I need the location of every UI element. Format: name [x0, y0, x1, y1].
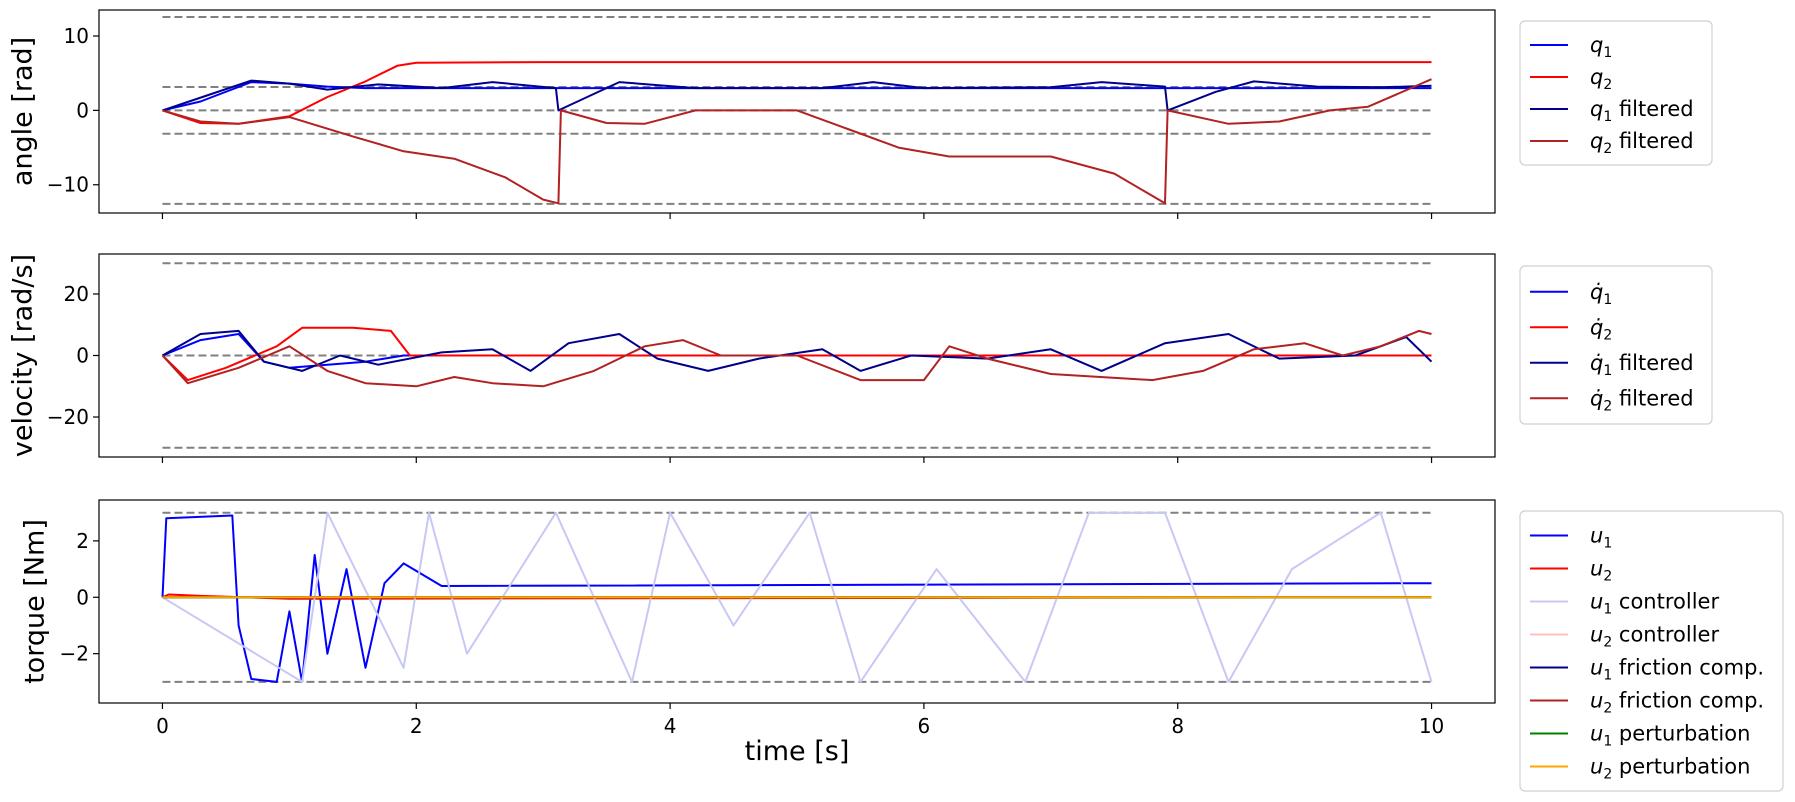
legend-entry: q̇1 filtered [1590, 351, 1694, 379]
legend-entry: u2 controller [1590, 623, 1719, 651]
legend-entry: q2 [1590, 65, 1612, 93]
y-axis-label: angle [rad] [8, 37, 39, 186]
legend-entry: q1 [1590, 33, 1612, 61]
series-line-u1-controller [161, 511, 1433, 683]
legend-entry: q̇1 [1590, 280, 1612, 308]
legend-entry: q̇2 [1590, 315, 1612, 343]
plot-frame [98, 499, 1496, 704]
y-tick-label: 20 [64, 282, 89, 306]
x-tick-label: 6 [918, 714, 931, 738]
x-tick-label: 4 [664, 714, 677, 738]
series-line-q1-filtered [162, 79, 1432, 112]
y-axis-label: velocity [rad/s] [8, 254, 39, 457]
x-tick-label: 0 [156, 714, 169, 738]
series-line-q2 [162, 61, 1432, 125]
legend: q1 q2 q1 filtered q2 filtered [1519, 20, 1713, 166]
y-axis-label: torque [Nm] [20, 519, 51, 684]
y-tick-label: −10 [47, 173, 89, 197]
legend-entry: u2 friction comp. [1590, 689, 1764, 717]
angle-panel: 10 0 −10 angle [rad] q1 q2 q1 filtered q2 filte… [8, 9, 1713, 219]
legend: u1 u2 u1 controller u2 controller u1 frictio… [1519, 510, 1784, 792]
y-tick-label: −20 [47, 405, 89, 429]
series-line-q1 [162, 81, 1432, 112]
x-axis-label: time [s] [745, 736, 850, 767]
y-tick-label: −2 [60, 642, 89, 666]
y-tick-label: 0 [76, 98, 89, 122]
series-line-q2-dot-filtered [161, 329, 1432, 388]
legend: q̇1 q̇2 q̇1 filtered q̇2 filtered [1519, 265, 1713, 425]
legend-entry: u1 perturbation [1590, 722, 1750, 750]
x-tick-label: 8 [1171, 714, 1184, 738]
series-line-q2-filtered [162, 78, 1432, 205]
legend-entry: u1 controller [1590, 590, 1719, 618]
legend-entry: q1 filtered [1590, 97, 1694, 125]
y-tick-label: 0 [76, 344, 89, 368]
velocity-panel: 20 0 −20 velocity [rad/s] q̇1 q̇2 q̇1 filtered… [8, 253, 1713, 463]
legend-entry: u2 perturbation [1590, 755, 1750, 783]
x-tick-label: 2 [410, 714, 423, 738]
series-line-u1 [161, 514, 1432, 683]
series-line-q1-dot-filtered [162, 329, 1433, 372]
y-tick-label: 2 [76, 529, 89, 553]
legend-entry: q̇2 filtered [1590, 386, 1694, 414]
plot-frame [98, 9, 1496, 214]
x-tick-label: 10 [1419, 714, 1444, 738]
y-tick-label: 10 [64, 24, 89, 48]
torque-panel: 2 0 −2 0 2 4 6 8 10 torque [Nm] time [s] u1 u2 u1 con… [20, 499, 1784, 792]
legend-entry: q2 filtered [1590, 129, 1694, 157]
legend-entry: u1 friction comp. [1590, 656, 1764, 684]
series-line-q2-dot [161, 326, 1432, 382]
legend-entry: u1 [1590, 524, 1612, 552]
legend-entry: u2 [1590, 557, 1612, 585]
y-tick-label: 0 [76, 585, 89, 609]
